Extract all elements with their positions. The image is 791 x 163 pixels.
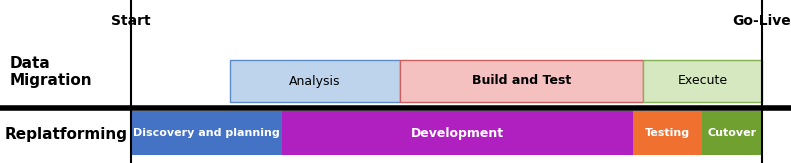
Text: Development: Development bbox=[411, 126, 504, 140]
Bar bbox=[131, 111, 282, 155]
Bar bbox=[230, 60, 400, 102]
Bar bbox=[400, 60, 643, 102]
Text: Start: Start bbox=[112, 14, 151, 28]
Text: Execute: Execute bbox=[677, 74, 728, 88]
Text: Build and Test: Build and Test bbox=[472, 74, 571, 88]
Text: Discovery and planning: Discovery and planning bbox=[133, 128, 280, 138]
Bar bbox=[702, 111, 762, 155]
Text: Analysis: Analysis bbox=[290, 74, 341, 88]
Text: Cutover: Cutover bbox=[707, 128, 756, 138]
Bar bbox=[282, 111, 633, 155]
Text: Replatforming: Replatforming bbox=[5, 126, 128, 141]
Bar bbox=[633, 111, 702, 155]
Text: Go-Live: Go-Live bbox=[732, 14, 791, 28]
Bar bbox=[643, 60, 762, 102]
Text: Data
Migration: Data Migration bbox=[10, 56, 93, 88]
Text: Testing: Testing bbox=[645, 128, 690, 138]
